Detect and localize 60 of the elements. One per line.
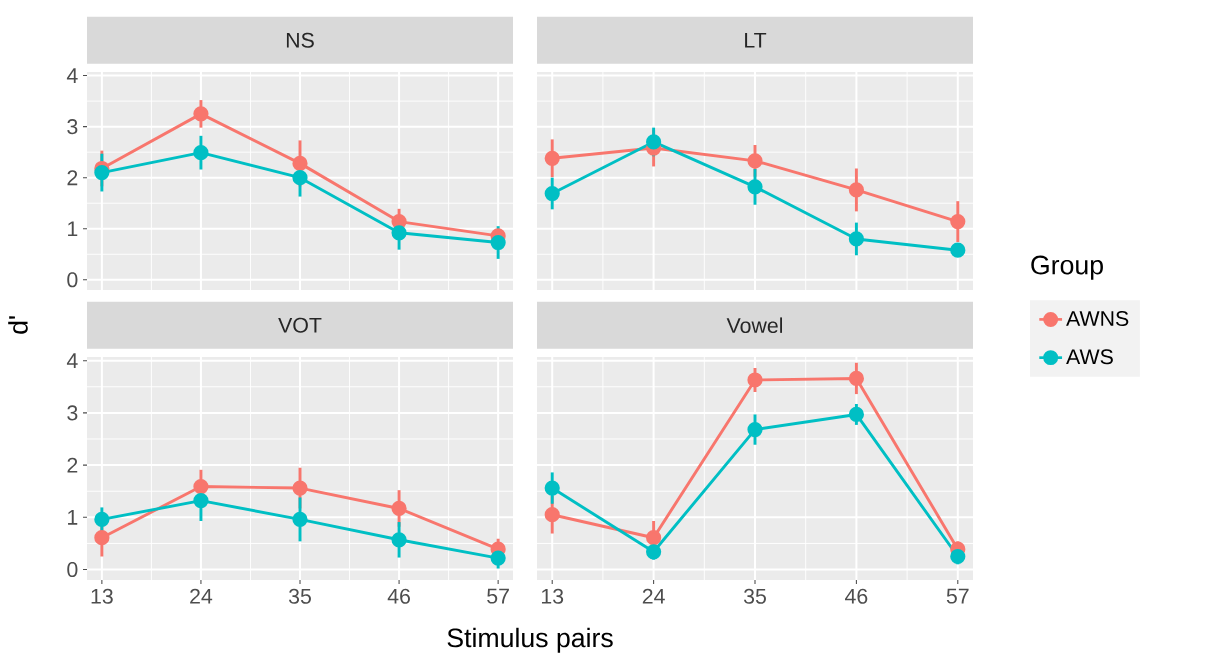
point xyxy=(292,155,308,171)
y-tick-label: 1 xyxy=(68,221,78,237)
point xyxy=(544,185,560,202)
point xyxy=(848,370,864,387)
point xyxy=(950,548,966,565)
y-tick-label: 2 xyxy=(67,457,78,473)
x-tick-label: 24 xyxy=(190,588,213,604)
x-tick-label: 13 xyxy=(541,588,564,604)
y-tick-label: 0 xyxy=(67,562,78,578)
x-tick-label: 46 xyxy=(845,588,868,604)
point xyxy=(646,530,662,546)
point xyxy=(193,106,209,122)
x-tick-label: 35 xyxy=(743,588,766,604)
x-tick-label: 24 xyxy=(642,588,665,604)
point xyxy=(544,150,560,166)
y-axis-title: d' xyxy=(8,316,28,334)
point xyxy=(94,530,110,546)
point xyxy=(950,213,966,230)
y-tick-label: 4 xyxy=(66,353,78,368)
legend-title: Group xyxy=(1031,255,1103,280)
chart-title: LT xyxy=(745,32,767,48)
point xyxy=(391,500,407,517)
chart-title: VOT xyxy=(278,317,322,333)
point xyxy=(292,511,308,528)
point xyxy=(193,478,209,495)
point xyxy=(747,179,763,195)
point xyxy=(950,242,966,258)
point xyxy=(391,225,407,241)
legend-label: AWNS xyxy=(1066,310,1129,327)
point xyxy=(94,511,110,528)
point xyxy=(747,153,763,169)
point xyxy=(848,231,864,247)
point xyxy=(490,234,506,251)
legend-label: AWS xyxy=(1066,349,1113,365)
point xyxy=(391,532,407,548)
chart-title: NS xyxy=(286,32,314,48)
point xyxy=(292,480,308,496)
y-tick-label: 3 xyxy=(67,119,78,135)
point xyxy=(292,170,308,186)
y-tick-label: 0 xyxy=(67,272,78,288)
point xyxy=(747,372,763,388)
y-tick-label: 2 xyxy=(67,170,78,186)
x-tick-label: 57 xyxy=(946,588,969,604)
point xyxy=(94,164,110,181)
x-tick-label: 13 xyxy=(91,588,113,604)
point xyxy=(544,480,560,496)
point xyxy=(193,145,209,161)
y-tick-label: 3 xyxy=(67,405,78,421)
y-tick-label: 1 xyxy=(68,509,78,525)
x-axis-title: Stimulus pairs xyxy=(447,627,613,653)
y-tick-label: 4 xyxy=(66,68,78,83)
point xyxy=(646,544,662,560)
point xyxy=(848,182,864,198)
point xyxy=(747,421,763,438)
point xyxy=(544,507,560,523)
x-tick-label: 35 xyxy=(288,588,311,604)
chart-title: Vowel xyxy=(726,317,783,334)
x-tick-label: 57 xyxy=(487,588,509,604)
point xyxy=(193,493,209,509)
x-tick-label: 46 xyxy=(387,588,410,604)
